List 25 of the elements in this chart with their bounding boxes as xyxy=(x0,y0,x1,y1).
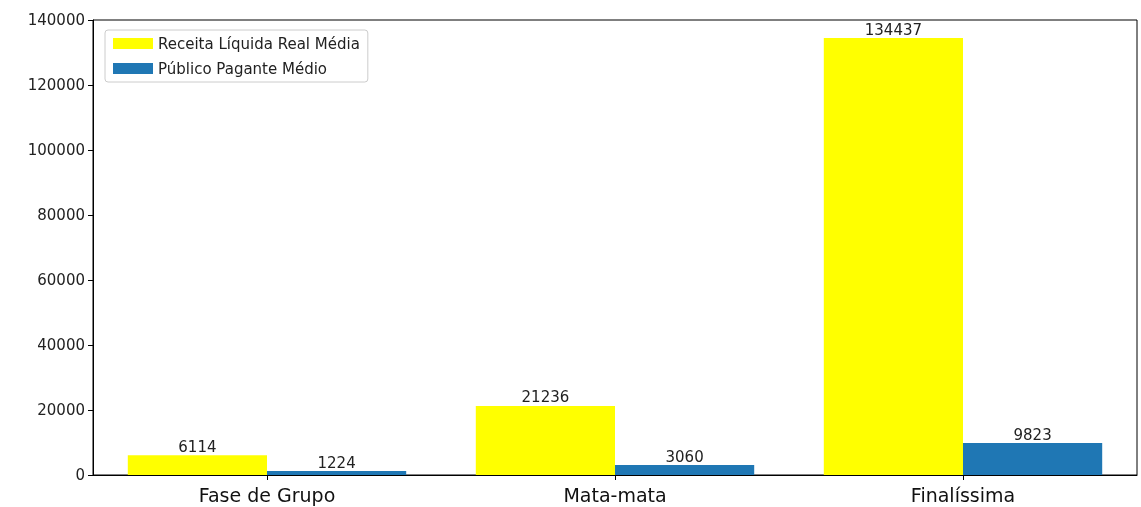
data-label: 1224 xyxy=(317,453,356,472)
bar xyxy=(127,455,267,475)
bar xyxy=(963,443,1103,475)
y-tick-label: 140000 xyxy=(27,11,85,29)
bar xyxy=(615,465,755,475)
data-label: 134437 xyxy=(864,20,923,39)
x-tick-label: Finalíssima xyxy=(910,483,1016,506)
data-label: 21236 xyxy=(521,388,570,407)
data-label: 9823 xyxy=(1013,425,1052,444)
bar xyxy=(475,405,615,475)
y-tick-label: 80000 xyxy=(37,206,85,224)
y-tick-label: 120000 xyxy=(27,76,85,94)
x-tick-label: Mata-mata xyxy=(563,483,667,506)
y-tick-label: 40000 xyxy=(37,336,85,354)
x-tick-label: Fase de Grupo xyxy=(198,483,336,506)
bar xyxy=(267,471,407,475)
y-tick-label: 20000 xyxy=(37,401,85,419)
data-label: 6114 xyxy=(178,437,217,456)
legend-label: Público Pagante Médio xyxy=(158,59,328,78)
bar xyxy=(823,38,963,475)
legend-label: Receita Líquida Real Média xyxy=(158,34,360,53)
data-label: 3060 xyxy=(665,447,704,466)
y-tick-label: 0 xyxy=(75,466,85,484)
y-tick-label: 60000 xyxy=(37,271,85,289)
y-tick-label: 100000 xyxy=(27,141,85,159)
